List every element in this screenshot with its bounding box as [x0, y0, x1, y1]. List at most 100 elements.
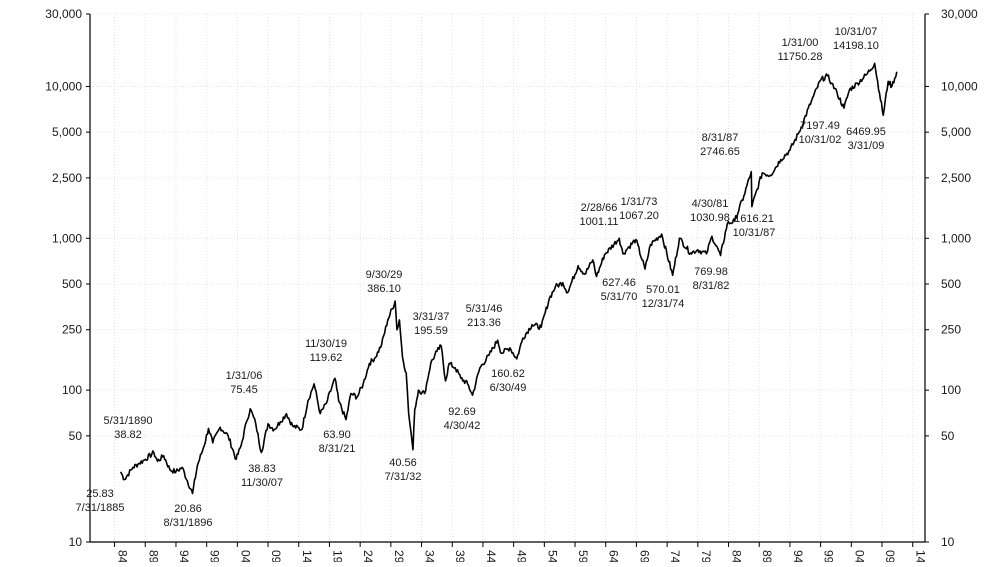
annotation-line-2: 10/31/87 — [733, 227, 776, 239]
y-tick-label-right: 250 — [941, 323, 961, 337]
y-tick-label-right: 100 — [941, 383, 961, 397]
annotation-line-1: 10/31/07 — [835, 26, 878, 38]
annotation-line-2: 12/31/74 — [642, 298, 685, 310]
x-tick-label: 94 — [177, 550, 191, 562]
x-tick-label: 89 — [760, 550, 774, 562]
x-tick-label: 79 — [699, 550, 713, 562]
y-tick-label-left: 10 — [69, 535, 83, 549]
annotation-line-1: 1/31/00 — [782, 37, 819, 49]
y-tick-label-right: 1,000 — [941, 231, 971, 245]
annotation-line-2: 14198.10 — [833, 40, 879, 52]
x-tick-label: 69 — [637, 550, 651, 562]
y-tick-label-left: 30,000 — [45, 7, 82, 21]
annotation-line-1: 5/31/46 — [466, 303, 503, 315]
series-line — [119, 62, 898, 495]
x-tick-label: 04 — [238, 550, 252, 562]
annotation-line-1: 6469.95 — [846, 126, 886, 138]
x-tick-label: 99 — [822, 550, 836, 562]
annotation-line-1: 40.56 — [389, 457, 417, 469]
y-tick-label-right: 10 — [941, 535, 955, 549]
x-tick-label: 89 — [146, 550, 160, 562]
annotation-line-2: 8/31/82 — [693, 280, 730, 292]
x-tick-label: 39 — [453, 550, 467, 562]
annotation-line-1: 38.83 — [248, 463, 276, 475]
x-tick-label: 49 — [515, 550, 529, 562]
y-tick-label-right: 10,000 — [941, 79, 978, 93]
annotation-line-1: 9/30/29 — [366, 269, 403, 281]
x-tick-label: 84 — [730, 550, 744, 562]
x-tick-label: 34 — [423, 550, 437, 562]
x-tick-label: 94 — [791, 550, 805, 562]
x-tick-label: 04 — [852, 550, 866, 562]
annotation-line-2: 7/31/1885 — [76, 502, 125, 514]
annotation-line-2: 3/31/09 — [848, 140, 885, 152]
annotation-line-1: 11/30/19 — [305, 338, 347, 350]
annotation-line-2: 1030.98 — [690, 212, 730, 224]
y-tick-label-left: 50 — [69, 429, 83, 443]
annotation-line-2: 11750.28 — [777, 51, 822, 63]
annotation-line-2: 5/31/70 — [601, 291, 638, 303]
annotation-line-2: 1067.20 — [619, 210, 659, 222]
x-tick-label: 59 — [576, 550, 590, 562]
x-tick-label: 19 — [330, 550, 344, 562]
annotation-line-1: 1/31/73 — [621, 196, 658, 208]
x-tick-label: 14 — [914, 550, 928, 562]
annotation-line-2: 75.45 — [230, 384, 258, 396]
annotation-line-1: 160.62 — [491, 368, 525, 380]
annotation-line-2: 1001.11 — [580, 216, 619, 228]
annotation-line-1: 92.69 — [448, 406, 476, 418]
y-tick-label-left: 5,000 — [52, 125, 82, 139]
x-tick-label: 24 — [361, 550, 375, 562]
annotation-line-2: 38.82 — [114, 429, 142, 441]
annotation-line-2: 119.62 — [310, 352, 343, 364]
annotation-line-1: 1616.21 — [734, 213, 774, 225]
annotation-line-1: 570.01 — [646, 284, 680, 296]
y-tick-label-right: 50 — [941, 429, 955, 443]
annotation-line-1: 769.98 — [694, 266, 728, 278]
x-tick-label: 54 — [545, 550, 559, 562]
annotation-line-2: 11/30/07 — [241, 477, 283, 489]
annotation-line-1: 8/31/87 — [702, 132, 739, 144]
x-tick-label: 09 — [269, 550, 283, 562]
y-tick-label-right: 30,000 — [941, 7, 978, 21]
x-tick-label: 84 — [116, 550, 130, 562]
annotation-line-2: 8/31/21 — [319, 443, 356, 455]
y-tick-label-right: 500 — [941, 277, 961, 291]
x-tick-label: 99 — [208, 550, 222, 562]
y-tick-label-left: 100 — [62, 383, 82, 397]
annotation-line-2: 10/31/02 — [799, 134, 842, 146]
annotation-line-2: 6/30/49 — [490, 382, 527, 394]
annotation-line-2: 4/30/42 — [444, 420, 481, 432]
y-tick-label-right: 5,000 — [941, 125, 971, 139]
x-tick-label: 44 — [484, 550, 498, 562]
annotation-line-2: 8/31/1896 — [164, 517, 213, 529]
annotation-line-1: 2/28/66 — [581, 202, 618, 214]
annotation-line-2: 2746.65 — [700, 146, 740, 158]
annotation-line-1: 4/30/81 — [692, 198, 729, 210]
annotation-line-1: 25.83 — [86, 488, 114, 500]
y-tick-label-right: 2,500 — [941, 171, 971, 185]
annotation-line-1: 5/31/1890 — [104, 415, 153, 427]
x-tick-label: 74 — [668, 550, 682, 562]
x-tick-label: 09 — [883, 550, 897, 562]
annotation-line-1: 3/31/37 — [413, 311, 450, 323]
annotation-line-1: 63.90 — [323, 429, 351, 441]
x-tick-label: 29 — [392, 550, 406, 562]
y-tick-label-left: 1,000 — [52, 231, 82, 245]
annotation-line-2: 386.10 — [367, 283, 401, 295]
annotation-line-2: 213.36 — [467, 317, 501, 329]
annotation-line-1: 1/31/06 — [226, 370, 263, 382]
y-tick-label-left: 10,000 — [45, 79, 82, 93]
annotation-line-1: 20.86 — [174, 503, 202, 515]
x-tick-label: 14 — [300, 550, 314, 562]
annotation-line-2: 195.59 — [414, 325, 448, 337]
y-tick-label-left: 2,500 — [52, 171, 82, 185]
annotation-line-2: 7/31/32 — [385, 471, 422, 483]
plot-area — [90, 14, 925, 542]
y-tick-label-left: 500 — [62, 277, 82, 291]
y-tick-label-left: 250 — [62, 323, 82, 337]
annotation-line-1: 627.46 — [602, 277, 636, 289]
annotation-line-1: 7197.49 — [800, 120, 840, 132]
x-tick-label: 64 — [607, 550, 621, 562]
